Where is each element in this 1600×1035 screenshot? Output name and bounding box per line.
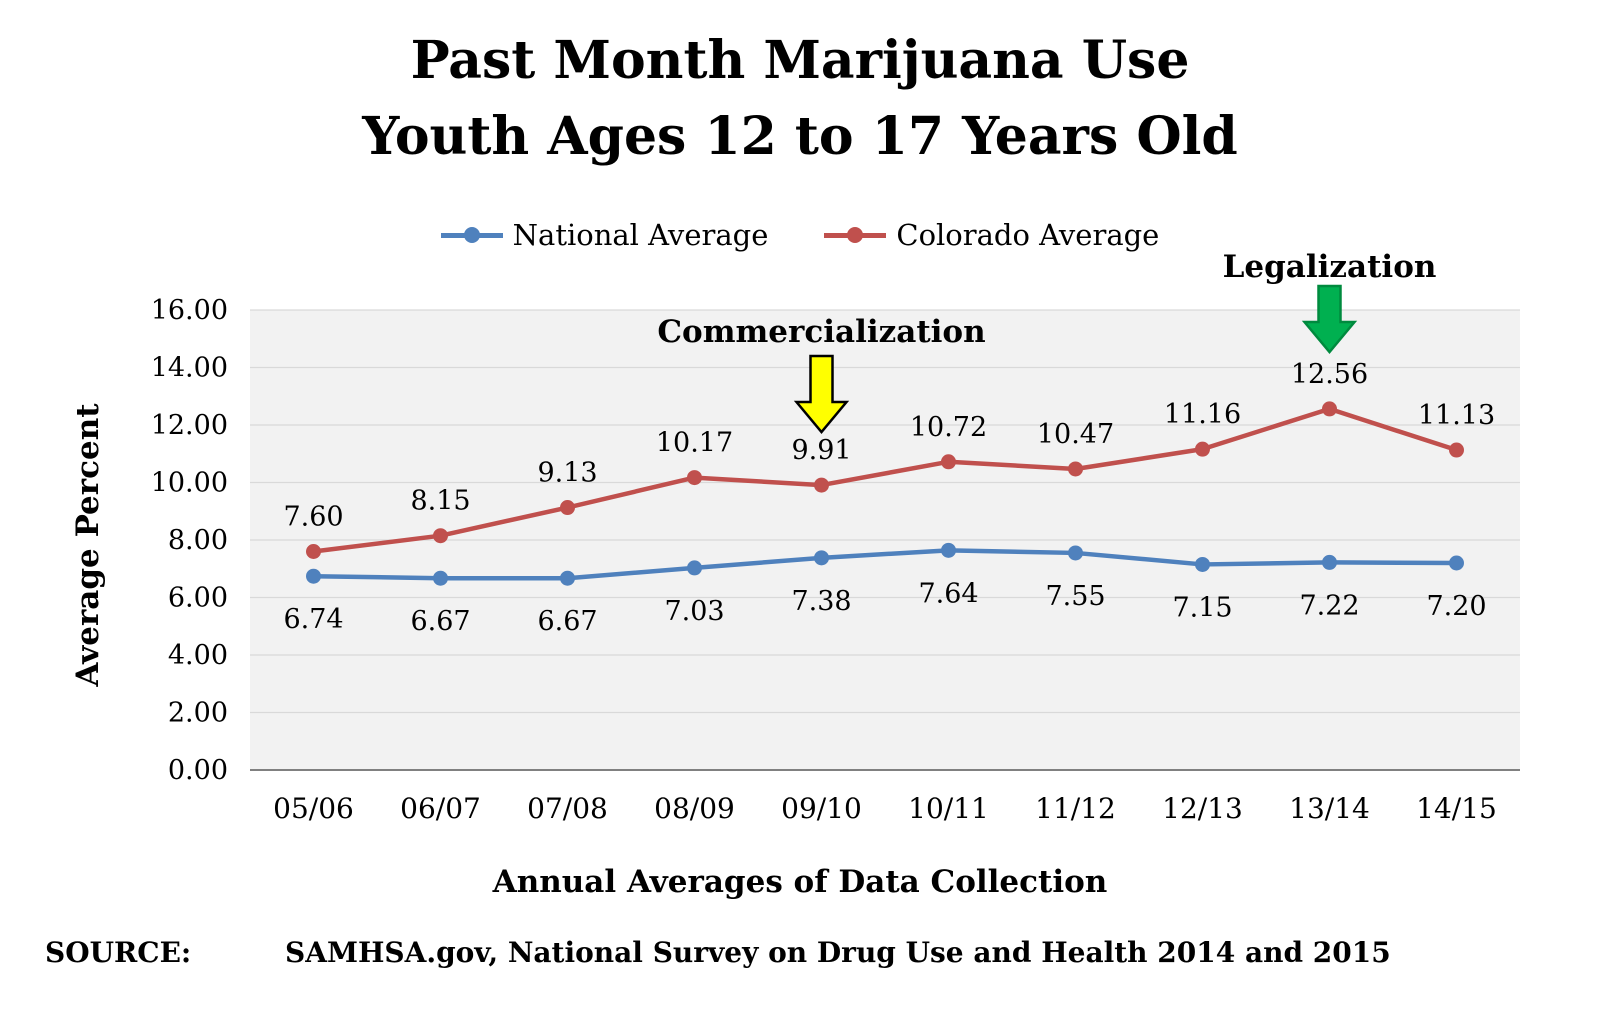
data-label: 7.55	[1045, 581, 1105, 612]
data-label: 7.38	[791, 586, 851, 617]
series-marker	[687, 560, 702, 576]
data-label: 6.74	[283, 604, 343, 635]
data-label: 10.47	[1037, 419, 1114, 450]
series-marker	[306, 568, 321, 584]
annotation-text: Legalization	[1223, 249, 1437, 285]
chart-title-line2: Youth Ages 12 to 17 Years Old	[362, 106, 1238, 167]
series-marker	[1322, 401, 1337, 417]
data-label: 10.17	[656, 428, 733, 459]
series-marker	[941, 542, 956, 558]
source-text: SAMHSA.gov, National Survey on Drug Use …	[285, 936, 1391, 969]
series-marker	[433, 570, 448, 586]
legend-label-national: National Average	[512, 218, 769, 252]
y-tick-label: 8.00	[168, 525, 228, 556]
x-axis-title: Annual Averages of Data Collection	[492, 864, 1108, 900]
y-tick-label: 14.00	[151, 353, 228, 384]
series-marker	[1449, 442, 1464, 458]
data-label: 7.15	[1172, 592, 1232, 623]
data-label: 7.03	[664, 596, 724, 627]
data-label: 6.67	[410, 606, 470, 637]
series-marker	[1068, 545, 1083, 561]
data-label: 7.22	[1299, 590, 1359, 621]
data-label: 9.91	[791, 435, 851, 466]
y-tick-label: 2.00	[168, 698, 228, 729]
data-label: 7.20	[1426, 591, 1486, 622]
legend: National Average Colorado Average	[0, 218, 1600, 252]
series-marker	[814, 550, 829, 566]
series-marker	[306, 544, 321, 559]
x-tick-label: 12/13	[1162, 792, 1243, 825]
data-label: 7.60	[283, 502, 343, 533]
x-tick-label: 10/11	[908, 792, 989, 825]
data-label: 8.15	[410, 486, 470, 517]
series-marker	[560, 500, 575, 516]
x-tick-label: 07/08	[527, 792, 608, 825]
x-tick-label: 06/07	[400, 792, 481, 825]
legend-label-colorado: Colorado Average	[896, 218, 1160, 252]
line-chart: 0.00 2.00 4.00 6.00 8.00 10.00 12.00 14.00 16.00…	[151, 249, 1520, 825]
legend-marker-colorado-icon	[824, 232, 887, 238]
series-marker	[560, 570, 575, 586]
legend-item-colorado-average: Colorado Average	[824, 218, 1159, 252]
series-marker	[687, 470, 702, 486]
annotation-arrow-icon	[793, 354, 850, 434]
legend-item-national-average: National Average	[440, 218, 769, 252]
series-line-1	[311, 406, 1459, 554]
x-tick-label: 08/09	[654, 792, 735, 825]
source-label: SOURCE:	[45, 936, 192, 969]
data-label: 6.67	[537, 606, 597, 637]
annotation-text: Commercialization	[657, 314, 985, 350]
series-marker	[1068, 461, 1083, 477]
series-marker	[1195, 556, 1210, 572]
x-tick-label: 11/12	[1035, 792, 1116, 825]
x-tick-label: 13/14	[1289, 792, 1370, 825]
series-marker	[1322, 554, 1337, 570]
x-tick-label: 09/10	[781, 792, 862, 825]
source-row: SOURCE: SAMHSA.gov, National Survey on D…	[0, 936, 1600, 976]
data-label: 11.13	[1418, 400, 1495, 431]
chart-title-line1: Past Month Marijuana Use	[410, 30, 1190, 91]
legend-marker-national-icon	[440, 232, 503, 238]
annotation-arrow-icon	[1301, 284, 1358, 354]
series-marker	[1195, 441, 1210, 457]
series-marker	[814, 477, 829, 493]
series-line-0	[311, 548, 1459, 581]
y-axis-title: Average Percent	[70, 403, 106, 687]
y-tick-label: 10.00	[151, 468, 228, 499]
series-marker	[1449, 555, 1464, 571]
series-marker	[433, 528, 448, 544]
x-tick-label: 05/06	[273, 792, 354, 825]
y-tick-label: 4.00	[168, 640, 228, 671]
data-label: 9.13	[537, 458, 597, 489]
y-tick-label: 0.00	[168, 755, 228, 786]
y-tick-label: 12.00	[151, 410, 228, 441]
data-label: 11.16	[1164, 399, 1241, 430]
data-label: 12.56	[1291, 359, 1368, 390]
y-tick-label: 16.00	[151, 295, 228, 326]
series-marker	[941, 454, 956, 470]
data-label: 7.64	[918, 578, 978, 609]
x-tick-label: 14/15	[1416, 792, 1497, 825]
y-tick-label: 6.00	[168, 583, 228, 614]
data-label: 10.72	[910, 412, 987, 443]
